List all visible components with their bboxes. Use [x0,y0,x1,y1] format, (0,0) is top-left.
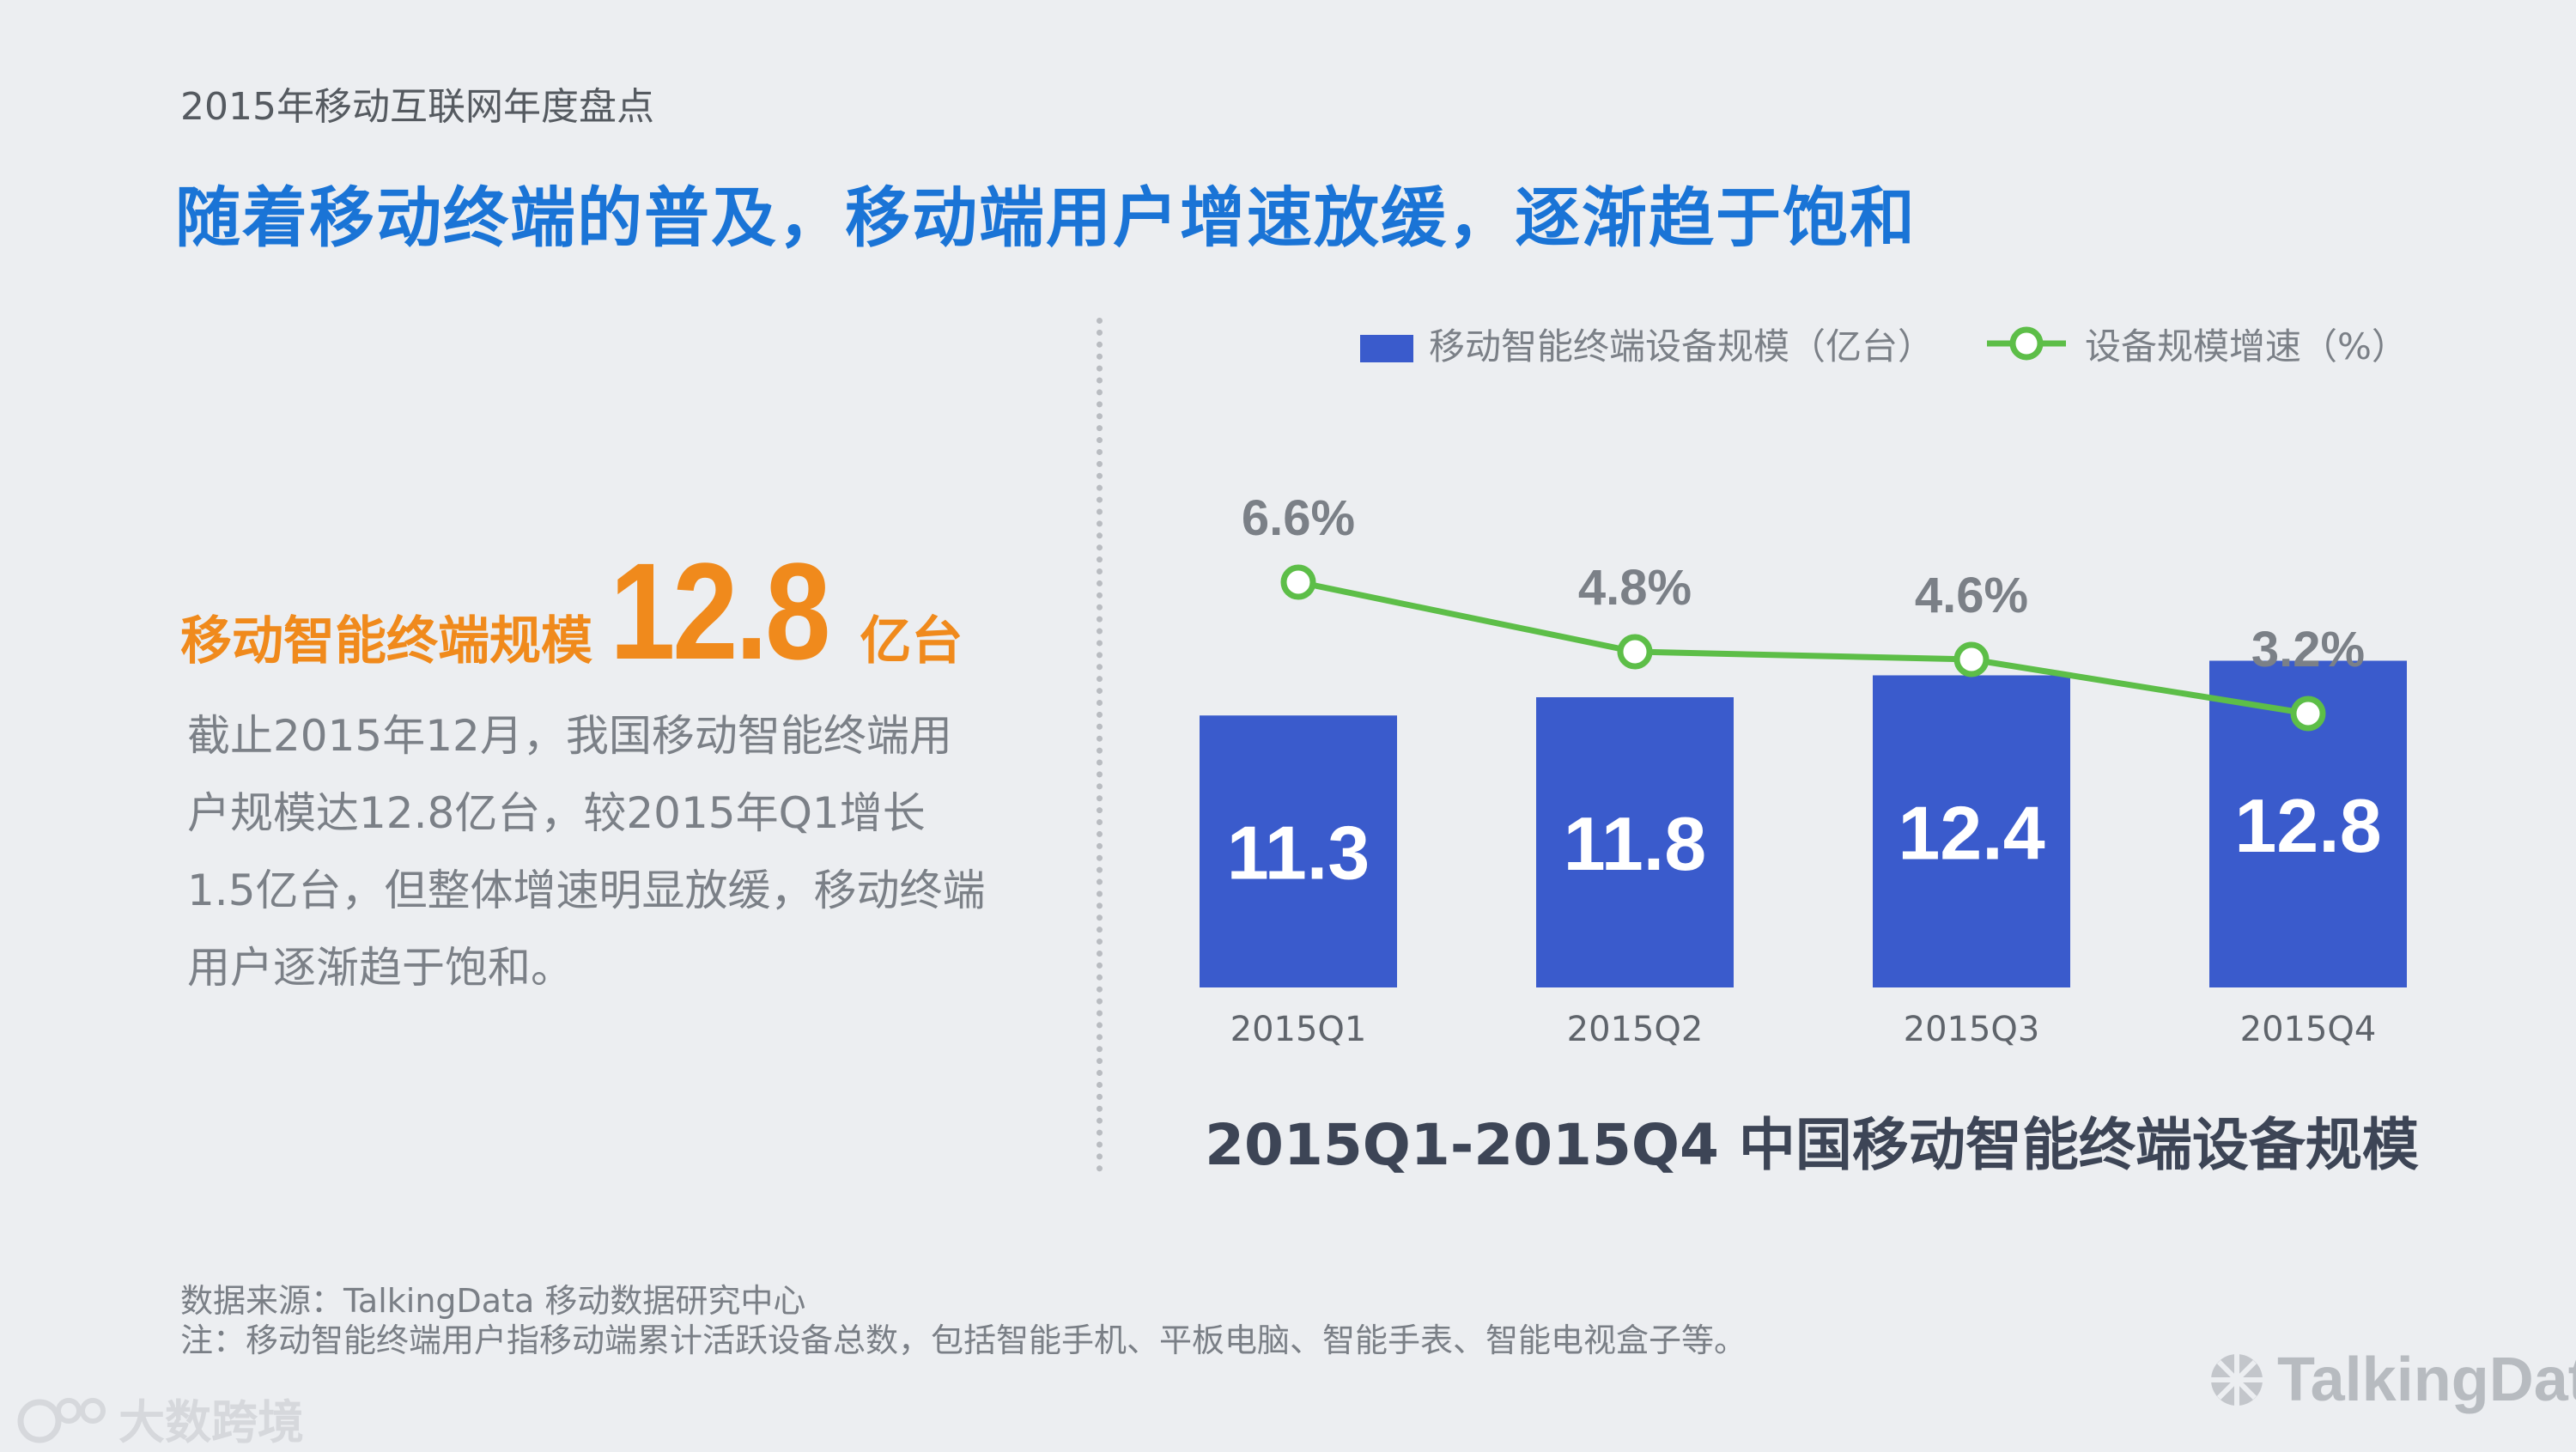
bar-2015Q3 [1873,675,2070,987]
growth-point [2290,696,2326,732]
x-tick-label: 2015Q3 [1904,1010,2040,1049]
legend-line-marker [2009,326,2044,361]
note-text: 注：移动智能终端用户指移动端累计活跃设备总数，包括智能手机、平板电脑、智能手表、… [180,1321,1747,1359]
growth-rate-label: 6.6% [1242,490,1355,546]
metric-label: 移动智能终端规模 [180,611,592,671]
chart: 移动智能终端设备规模（亿台） 设备规模增速（%） 11.3 11.8 12.4 12.… [1200,325,2408,1049]
growth-line-path [1297,579,2309,717]
growth-rate-label: 4.8% [1578,560,1692,616]
vertical-divider [1097,318,1103,1172]
legend-bar-swatch [1360,335,1413,362]
x-tick-label: 2015Q2 [1567,1010,1704,1049]
watermark-right-text: TalkingData [2277,1346,2576,1414]
growth-point [1280,564,1316,600]
watermark-left-text: 大数跨境 [118,1395,304,1449]
watermark-left: 大数跨境 [15,1384,304,1452]
x-tick-label: 2015Q1 [1230,1010,1367,1049]
growth-rate-label: 3.2% [2251,622,2365,677]
source-text: 数据来源：TalkingData 移动数据研究中心 [180,1282,806,1320]
metric-value: 12.8 [610,534,830,688]
talkingdata-logo-icon [2211,1354,2263,1406]
chart-title: 2015Q1-2015Q4 中国移动智能终端设备规模 [1205,1112,2419,1178]
description-text: 截止2015年12月，我国移动智能终端用户规模达12.8亿台，较2015年Q1增… [187,711,986,993]
metric-highlight: 移动智能终端规模 12.8 亿台 [180,532,963,690]
x-tick-label: 2015Q4 [2240,1010,2377,1049]
watermark-logo-icon [17,1397,106,1443]
bar-2015Q2 [1536,697,1734,987]
bar-2015Q1 [1200,715,1397,987]
metric-unit: 亿台 [860,611,963,671]
bar-value-label: 12.4 [1898,790,2044,875]
page-headline: 随着移动终端的普及，移动端用户增速放缓，逐渐趋于饱和 [175,179,1917,256]
report-label: 2015年移动互联网年度盘点 [180,85,654,129]
bar-value-label: 11.3 [1227,811,1370,896]
bar-value-label: 11.8 [1564,801,1706,886]
footer-notes: 数据来源：TalkingData 移动数据研究中心 注：移动智能终端用户指移动端… [180,1281,1747,1360]
growth-point [1953,641,1990,677]
bar-value-label: 12.8 [2234,783,2381,868]
legend-bar-label: 移动智能终端设备规模（亿台） [1429,325,1934,368]
watermark-right: TalkingData [2207,1345,2576,1415]
growth-point [1617,634,1653,670]
growth-rate-label: 4.6% [1915,568,2028,623]
legend-line-label: 设备规模增速（%） [2085,325,2408,368]
chart-legend: 移动智能终端设备规模（亿台） 设备规模增速（%） [1360,325,2408,368]
